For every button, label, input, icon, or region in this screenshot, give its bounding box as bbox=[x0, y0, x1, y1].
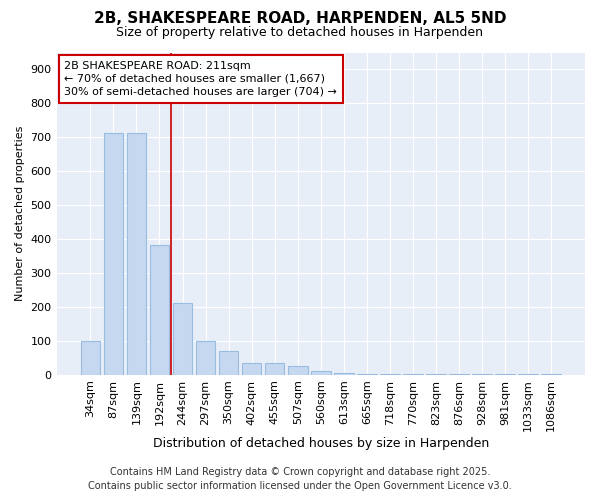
Y-axis label: Number of detached properties: Number of detached properties bbox=[15, 126, 25, 302]
Bar bbox=[80, 341, 100, 374]
Bar bbox=[334, 373, 353, 374]
Bar bbox=[242, 363, 262, 374]
Bar bbox=[219, 351, 238, 374]
Bar bbox=[149, 245, 169, 374]
Text: 2B, SHAKESPEARE ROAD, HARPENDEN, AL5 5ND: 2B, SHAKESPEARE ROAD, HARPENDEN, AL5 5ND bbox=[94, 11, 506, 26]
Text: 2B SHAKESPEARE ROAD: 211sqm
← 70% of detached houses are smaller (1,667)
30% of : 2B SHAKESPEARE ROAD: 211sqm ← 70% of det… bbox=[64, 60, 337, 97]
Text: Size of property relative to detached houses in Harpenden: Size of property relative to detached ho… bbox=[116, 26, 484, 39]
Text: Contains HM Land Registry data © Crown copyright and database right 2025.
Contai: Contains HM Land Registry data © Crown c… bbox=[88, 467, 512, 491]
Bar bbox=[288, 366, 308, 374]
Bar bbox=[265, 363, 284, 374]
Bar bbox=[196, 341, 215, 374]
Bar bbox=[173, 304, 193, 374]
Bar bbox=[127, 133, 146, 374]
X-axis label: Distribution of detached houses by size in Harpenden: Distribution of detached houses by size … bbox=[152, 437, 489, 450]
Bar bbox=[104, 133, 123, 374]
Bar bbox=[311, 372, 331, 374]
